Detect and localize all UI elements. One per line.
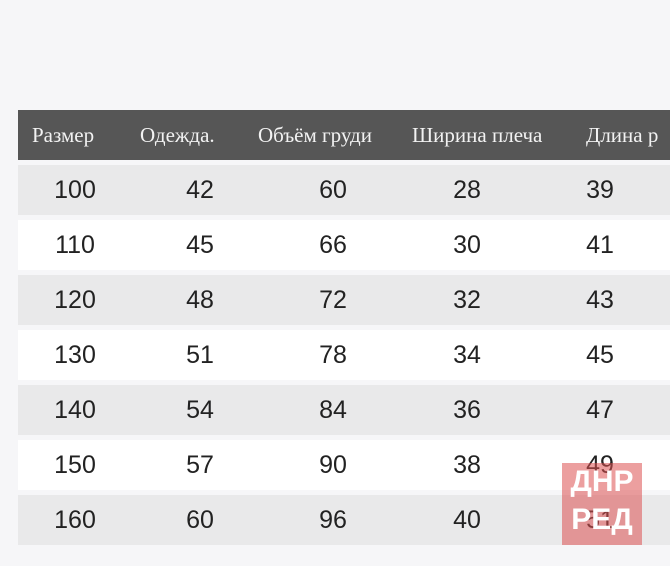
table-cell: 96 [319, 506, 347, 534]
table-cell: 45 [586, 341, 614, 369]
header-cell: Объём груди [258, 123, 372, 147]
table-cell: 140 [54, 396, 96, 424]
header-cell: Длина р [586, 123, 659, 147]
table-cell: 160 [54, 506, 96, 534]
header-cell: Одежда. [140, 123, 215, 147]
table-cell: 84 [319, 396, 347, 424]
table-cell: 41 [586, 231, 614, 259]
table-row: 110 45 66 30 41 [18, 220, 670, 270]
table-cell: 30 [453, 231, 481, 259]
table-cell: 45 [186, 231, 214, 259]
table-cell: 38 [453, 451, 481, 479]
watermark-text: ДНР [570, 465, 634, 498]
table-cell: 48 [186, 286, 214, 314]
table-cell: 51 [186, 341, 214, 369]
table-cell: 42 [186, 176, 214, 204]
table-cell: 90 [319, 451, 347, 479]
header-row: Размер Одежда. Объём груди Ширина плеча Длин… [18, 110, 670, 160]
table-row: 120 48 72 32 43 [18, 275, 670, 325]
table-row: 15057903849 [18, 440, 670, 490]
table-cell: 60 [319, 176, 347, 204]
table-cell: 43 [586, 286, 614, 314]
table-cell: 32 [453, 286, 481, 314]
table-cell: 28 [453, 176, 481, 204]
table-cell: 78 [319, 341, 347, 369]
table-cell: 60 [186, 506, 214, 534]
table-row: 100 42 60 28 39 [18, 165, 670, 215]
table-cell: 39 [586, 176, 614, 204]
table-cell: 34 [453, 341, 481, 369]
table-cell: 130 [54, 341, 96, 369]
table-cell: 120 [54, 286, 96, 314]
watermark: ДНР РЕД [562, 463, 642, 545]
table-row: 130 51 78 34 45 [18, 330, 670, 380]
table-cell: 72 [319, 286, 347, 314]
table-cell: 57 [186, 451, 214, 479]
table-cell: 40 [453, 506, 481, 534]
watermark-text: РЕД [571, 503, 633, 536]
table-cell: 100 [54, 176, 96, 204]
table-cell: 66 [319, 231, 347, 259]
table-cell: 110 [55, 231, 95, 259]
header-cell: Размер [32, 123, 95, 147]
table-cell: 36 [453, 396, 481, 424]
table-cell: 54 [186, 396, 214, 424]
header-cell: Ширина плеча [412, 123, 543, 147]
table-cell: 150 [54, 451, 96, 479]
table-row: 140 54 84 36 47 [18, 385, 670, 435]
size-table: Размер Одежда. Объём груди Ширина плеча Длин… [18, 110, 670, 545]
table-cell: 47 [586, 396, 614, 424]
